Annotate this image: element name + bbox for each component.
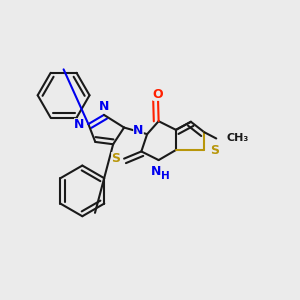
Text: S: S <box>210 143 219 157</box>
Text: CH₃: CH₃ <box>226 133 249 142</box>
Text: N: N <box>151 164 161 178</box>
Text: O: O <box>153 88 164 101</box>
Text: S: S <box>111 152 120 165</box>
Text: N: N <box>133 124 144 137</box>
Text: N: N <box>99 100 109 113</box>
Text: H: H <box>160 171 169 181</box>
Text: N: N <box>74 118 84 130</box>
